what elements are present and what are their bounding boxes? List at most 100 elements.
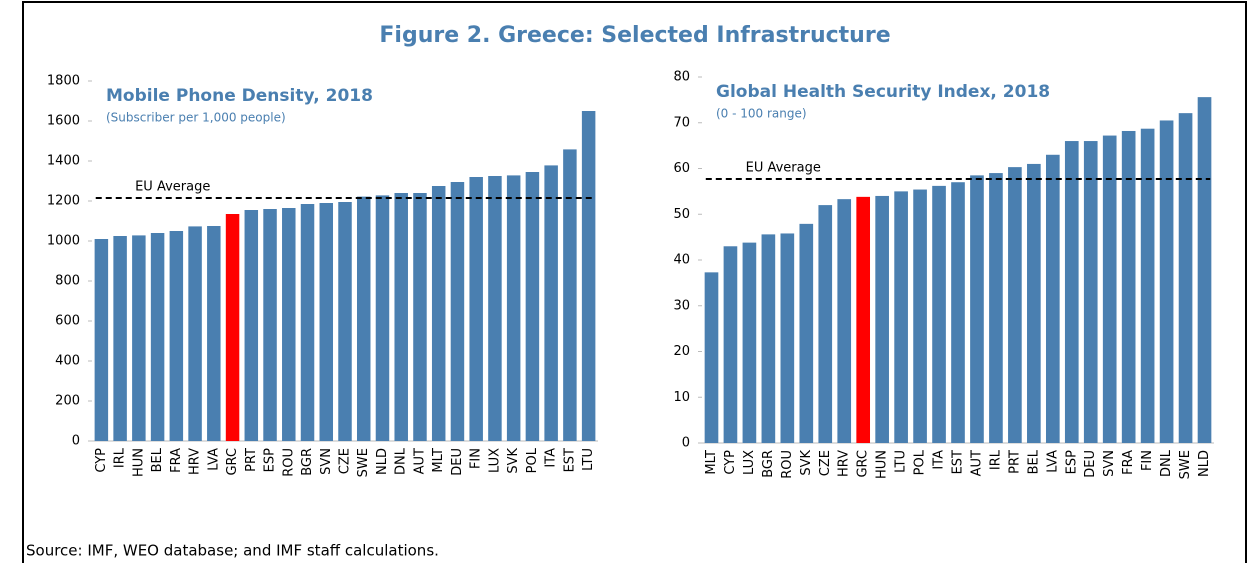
chart-title: Global Health Security Index, 2018 bbox=[716, 82, 1050, 102]
y-tick-label: 400 bbox=[55, 354, 80, 369]
bar bbox=[1121, 130, 1136, 444]
bar bbox=[94, 239, 109, 441]
y-tick-label: 1400 bbox=[47, 154, 80, 169]
y-tick-label: 200 bbox=[55, 394, 80, 409]
bar bbox=[300, 204, 315, 441]
bar bbox=[970, 175, 984, 444]
bar bbox=[581, 111, 596, 441]
y-tick-label: 1800 bbox=[47, 74, 80, 89]
bar bbox=[799, 223, 814, 443]
x-tick-label: HRV bbox=[837, 450, 852, 477]
figure-title: Figure 2. Greece: Selected Infrastructur… bbox=[379, 23, 890, 48]
bar bbox=[780, 233, 795, 443]
x-tick-label: AUT bbox=[412, 448, 427, 474]
x-tick-label: LTU bbox=[581, 448, 596, 471]
bar bbox=[413, 193, 427, 441]
bar bbox=[837, 199, 852, 443]
x-tick-label: FRA bbox=[169, 448, 184, 473]
bar bbox=[894, 191, 908, 443]
x-tick-label: NLD bbox=[375, 448, 390, 475]
y-tick-label: 40 bbox=[673, 253, 690, 268]
bar bbox=[1027, 163, 1041, 444]
x-tick-label: LVA bbox=[206, 448, 221, 471]
bar bbox=[1008, 167, 1022, 443]
x-tick-label: PRT bbox=[1007, 450, 1022, 474]
x-tick-label: BEL bbox=[150, 447, 165, 472]
x-tick-label: EST bbox=[562, 448, 577, 472]
x-tick-label: PRT bbox=[244, 448, 259, 472]
x-tick-label: POL bbox=[525, 447, 540, 473]
x-tick-label: HRV bbox=[188, 448, 203, 475]
x-tick-label: ESP bbox=[1064, 450, 1079, 474]
chart-title: Mobile Phone Density, 2018 bbox=[106, 86, 373, 106]
bar bbox=[150, 233, 165, 441]
x-tick-label: IRL bbox=[113, 447, 128, 468]
bar bbox=[506, 175, 521, 441]
x-tick-label: SVN bbox=[319, 448, 334, 475]
bar bbox=[818, 205, 833, 443]
x-tick-label: LUX bbox=[742, 450, 757, 475]
y-tick-label: 60 bbox=[673, 161, 690, 176]
reference-label: EU Average bbox=[135, 180, 210, 195]
x-tick-label: HUN bbox=[875, 450, 890, 479]
source: Source: IMF, WEO database; and IMF staff… bbox=[26, 542, 439, 560]
x-tick-label: SWE bbox=[1178, 450, 1193, 479]
bar bbox=[319, 203, 334, 441]
x-tick-label: SVK bbox=[506, 448, 521, 474]
x-tick-label: POL bbox=[913, 449, 928, 475]
bar bbox=[951, 182, 965, 443]
x-tick-label: DNL bbox=[1159, 449, 1174, 477]
bar bbox=[1064, 141, 1079, 444]
y-tick-label: 30 bbox=[673, 298, 690, 313]
bar bbox=[989, 173, 1003, 443]
bar bbox=[1083, 141, 1098, 444]
x-tick-label: HUN bbox=[131, 448, 146, 477]
y-tick-label: 600 bbox=[55, 314, 80, 329]
bar bbox=[394, 193, 408, 441]
bar bbox=[356, 196, 371, 441]
y-tick-label: 1600 bbox=[47, 114, 80, 129]
bar bbox=[563, 149, 577, 441]
y-tick-label: 0 bbox=[72, 434, 80, 449]
bar bbox=[169, 231, 184, 441]
bar bbox=[488, 176, 502, 441]
x-tick-label: GRC bbox=[856, 450, 871, 478]
x-tick-label: DEU bbox=[450, 448, 465, 476]
x-tick-label: DEU bbox=[1083, 450, 1098, 478]
x-tick-label: ITA bbox=[544, 448, 559, 468]
x-tick-label: AUT bbox=[969, 450, 984, 476]
chart-subtitle: (0 - 100 range) bbox=[716, 107, 807, 121]
x-tick-label: ITA bbox=[932, 450, 947, 470]
bar bbox=[1178, 113, 1193, 443]
x-tick-label: LUX bbox=[487, 448, 502, 473]
x-tick-label: FIN bbox=[469, 448, 484, 469]
x-tick-label: LTU bbox=[894, 450, 909, 473]
reference-label: EU Average bbox=[746, 161, 821, 176]
bar bbox=[263, 209, 277, 441]
x-tick-label: BGR bbox=[761, 450, 776, 478]
bar bbox=[375, 195, 390, 441]
bar bbox=[913, 189, 927, 443]
bar bbox=[282, 208, 296, 441]
x-tick-label: CZE bbox=[338, 448, 353, 474]
y-tick-label: 0 bbox=[682, 436, 690, 451]
bar bbox=[225, 214, 240, 441]
y-tick-label: 10 bbox=[673, 390, 690, 405]
x-tick-label: SVN bbox=[1102, 450, 1117, 477]
y-tick-label: 1200 bbox=[47, 194, 80, 209]
x-tick-label: MLT bbox=[704, 450, 719, 475]
bar bbox=[856, 196, 871, 443]
border bbox=[22, 1, 1247, 563]
bar bbox=[113, 236, 127, 441]
x-tick-label: EST bbox=[951, 450, 966, 474]
y-tick-label: 1000 bbox=[47, 234, 80, 249]
x-tick-label: IRL bbox=[988, 449, 1003, 470]
x-tick-label: SWE bbox=[356, 448, 371, 477]
chart-subtitle: (Subscriber per 1,000 people) bbox=[106, 111, 286, 125]
bar bbox=[1197, 97, 1212, 443]
x-tick-label: SVK bbox=[799, 450, 814, 476]
x-tick-label: BEL bbox=[1026, 449, 1041, 474]
bar bbox=[244, 210, 259, 441]
